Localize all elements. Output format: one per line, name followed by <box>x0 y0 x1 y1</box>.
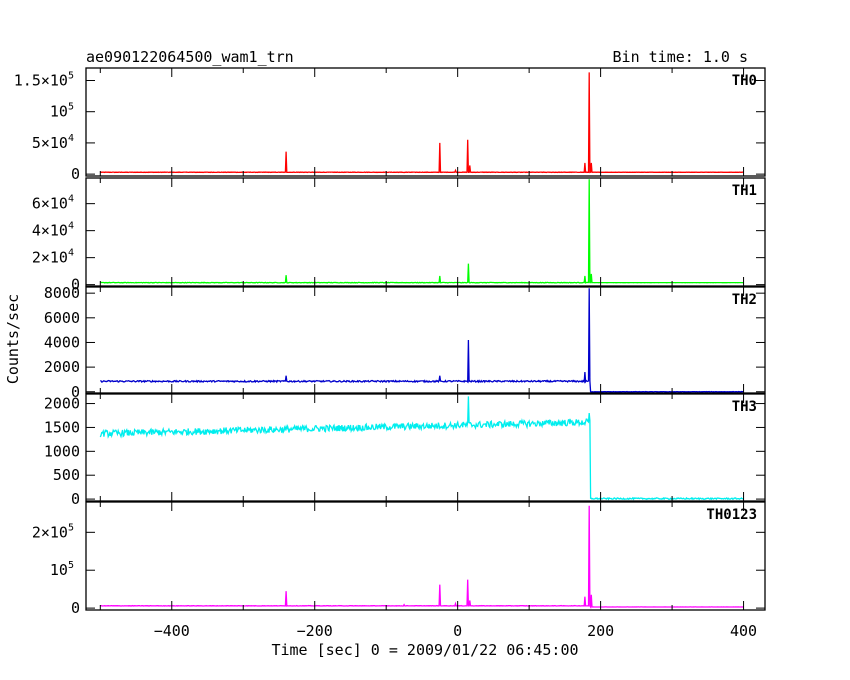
series-th2-line <box>100 288 744 393</box>
panel-label: TH1 <box>732 183 757 199</box>
y-tick-label: 5×104 <box>32 133 74 152</box>
panel-th1: 6×104 4×104 2×104 0 TH1 <box>32 177 766 294</box>
y-tick-label: 0 <box>71 276 80 294</box>
panel-frame <box>85 501 766 611</box>
y-tick-label: 1500 <box>44 418 80 436</box>
y-tick-label: 0 <box>71 165 80 183</box>
series-th0-line <box>100 72 744 174</box>
panel-th2: 8000 6000 4000 2000 0 TH2 <box>44 284 766 401</box>
y-tick-label: 2000 <box>44 358 80 376</box>
panel-label: TH2 <box>732 292 757 308</box>
x-tick-label: 200 <box>587 622 614 640</box>
panel-frame <box>85 393 766 502</box>
y-tick-label: 6×104 <box>32 194 74 213</box>
y-tick-label: 105 <box>50 560 74 579</box>
panel-label: TH0123 <box>706 507 757 523</box>
x-tick-label: 0 <box>453 622 462 640</box>
x-axis-label: Time [sec] 0 = 2009/01/22 06:45:00 <box>271 641 578 659</box>
panel-label: TH0 <box>732 73 757 89</box>
y-tick-label: 500 <box>53 466 80 484</box>
series-th3-line <box>99 396 744 501</box>
y-tick-label: 4×104 <box>32 221 74 240</box>
x-tick-label: −400 <box>154 622 190 640</box>
panel-th0123: 2×105 105 0 TH0123 <box>32 501 766 617</box>
panel-label: TH3 <box>732 399 757 415</box>
panel-frame <box>85 67 766 177</box>
x-axis-tick-labels: −400 −200 0 200 400 <box>154 622 757 640</box>
panels: 1.5×105 105 5×104 0 TH0 6×104 4×104 2×104 0 TH1 80… <box>14 67 766 617</box>
y-tick-label: 0 <box>71 383 80 401</box>
y-tick-label: 1000 <box>44 442 80 460</box>
y-tick-label: 4000 <box>44 333 80 351</box>
series-th1-line <box>100 179 744 284</box>
y-tick-label: 6000 <box>44 309 80 327</box>
y-tick-label: 0 <box>71 490 80 508</box>
y-tick-label: 2000 <box>44 395 80 413</box>
x-tick-label: −200 <box>297 622 333 640</box>
y-tick-label: 2×105 <box>32 522 74 541</box>
y-tick-label: 0 <box>71 599 80 617</box>
x-tick-label: 400 <box>730 622 757 640</box>
bin-time-label: Bin time: 1.0 s <box>613 48 748 66</box>
y-tick-label: 8000 <box>44 284 80 302</box>
y-tick-label: 1.5×105 <box>14 70 74 89</box>
y-tick-label: 105 <box>50 102 74 121</box>
y-tick-label: 2×104 <box>32 248 74 267</box>
panel-th0: 1.5×105 105 5×104 0 TH0 <box>14 67 766 183</box>
panel-frame <box>85 177 766 287</box>
panel-th3: 2000 1500 1000 500 0 TH3 <box>44 393 766 508</box>
chart-title: ae090122064500_wam1_trn <box>86 48 294 66</box>
panel-frame <box>85 286 766 394</box>
y-axis-label: Counts/sec <box>4 294 22 384</box>
series-th0123-line <box>100 505 744 610</box>
